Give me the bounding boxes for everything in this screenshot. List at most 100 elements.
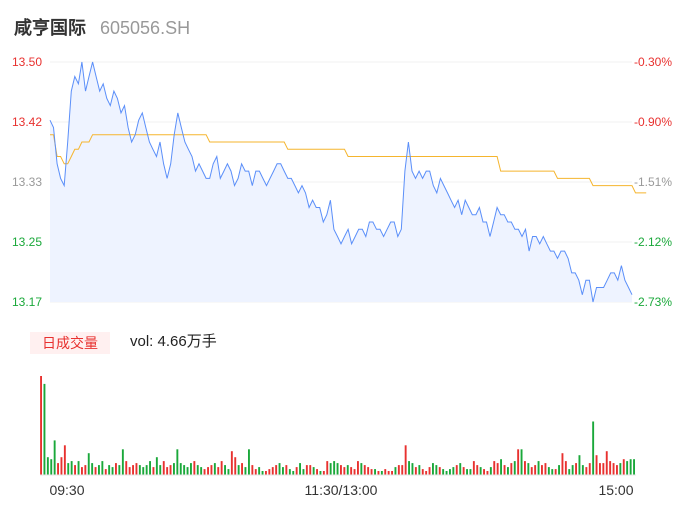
volume-bar: [81, 467, 83, 475]
volume-bar: [241, 463, 243, 475]
volume-bar: [101, 461, 104, 475]
volume-bar: [633, 459, 635, 475]
volume-bar: [524, 461, 526, 475]
volume-bar: [346, 465, 349, 475]
stock-name: 咸亨国际: [14, 18, 86, 38]
volume-bar: [500, 459, 502, 475]
volume-bar: [125, 461, 128, 475]
y-tick-label: 13.42: [12, 115, 42, 129]
volume-bar: [224, 465, 226, 475]
volume-bar: [520, 449, 523, 475]
volume-bar: [551, 469, 554, 475]
volume-bar: [459, 463, 462, 475]
volume-bar: [67, 463, 70, 475]
volume-bar: [149, 461, 151, 475]
volume-bar: [53, 440, 56, 475]
volume-bar: [527, 463, 530, 475]
volume-bar: [162, 461, 165, 475]
volume-bar: [111, 467, 114, 475]
volume-bar: [404, 445, 407, 475]
volume-bar: [435, 465, 438, 475]
volume-bar: [432, 463, 434, 475]
volume-bar: [70, 461, 73, 475]
y-tick-label: 13.50: [12, 55, 42, 69]
y-tick-percent-label: -2.12%: [634, 235, 672, 249]
volume-bar: [237, 465, 240, 475]
price-area: [50, 62, 632, 302]
volume-bar: [145, 465, 148, 475]
volume-bar: [203, 469, 206, 475]
volume-bar: [449, 469, 451, 475]
volume-bar: [282, 467, 284, 475]
volume-bar: [595, 455, 598, 475]
volume-bar: [510, 463, 513, 475]
volume-bar: [132, 465, 134, 475]
volume-bar: [414, 467, 417, 475]
y-tick-label: 13.33: [12, 175, 42, 189]
volume-bar: [380, 471, 383, 475]
volume-bar: [384, 469, 387, 475]
volume-bar: [169, 465, 172, 475]
volume-bar: [360, 463, 363, 475]
volume-bar: [438, 467, 441, 475]
volume-bar: [200, 467, 203, 475]
volume-bar: [469, 469, 472, 475]
volume-bar: [544, 463, 547, 475]
volume-bar: [377, 471, 380, 475]
volume-bar: [568, 469, 571, 475]
volume-bar: [319, 471, 322, 475]
volume-bar: [176, 449, 179, 475]
volume-bar: [333, 461, 336, 475]
volume-bar: [196, 465, 199, 475]
volume-bar: [626, 461, 629, 475]
volume-bar: [571, 465, 574, 475]
volume-bar: [142, 467, 145, 475]
volume-bar: [299, 463, 301, 475]
volume-bar: [91, 463, 94, 475]
volume-bar: [397, 465, 400, 475]
volume-bar: [367, 467, 370, 475]
volume-bar: [305, 465, 308, 475]
volume-bars: [40, 376, 635, 475]
volume-bar: [74, 465, 76, 475]
volume-bar: [309, 465, 312, 475]
x-tick-label: 11:30/13:00: [305, 482, 378, 498]
y-tick-percent-label: -0.30%: [634, 55, 672, 69]
volume-bar: [370, 469, 373, 475]
x-tick-label: 09:30: [49, 482, 84, 498]
volume-bar: [622, 459, 625, 475]
volume-bar: [489, 467, 492, 475]
volume-bar: [350, 467, 353, 475]
volume-bar: [411, 463, 414, 475]
y-tick-percent-label: -1.51%: [634, 175, 672, 189]
volume-bar: [265, 471, 267, 475]
volume-bar: [340, 465, 342, 475]
volume-tag: 日成交量: [30, 332, 110, 354]
volume-bar: [599, 463, 601, 475]
volume-bar: [230, 451, 233, 475]
volume-bar: [374, 469, 376, 475]
volume-bar: [258, 467, 261, 475]
volume-bar: [425, 471, 428, 475]
stock-code: 605056.SH: [100, 18, 191, 38]
volume-bar: [421, 469, 424, 475]
x-tick-label: 15:00: [598, 482, 633, 498]
volume-bar: [547, 467, 550, 475]
volume-bar: [353, 469, 356, 475]
volume-bar: [186, 467, 189, 475]
volume-bar: [173, 463, 175, 475]
volume-bar: [619, 463, 622, 475]
stock-header: 咸亨国际 605056.SH: [14, 14, 190, 40]
volume-bar: [316, 469, 318, 475]
volume-bar: [251, 465, 254, 475]
volume-bar: [616, 465, 618, 475]
volume-bar: [227, 469, 230, 475]
volume-bar: [466, 469, 468, 475]
volume-bar: [408, 461, 410, 475]
volume-bar: [285, 465, 288, 475]
volume-bar: [94, 467, 97, 475]
volume-bar: [46, 457, 49, 475]
volume-bar: [401, 465, 404, 475]
volume-bar: [121, 449, 124, 475]
